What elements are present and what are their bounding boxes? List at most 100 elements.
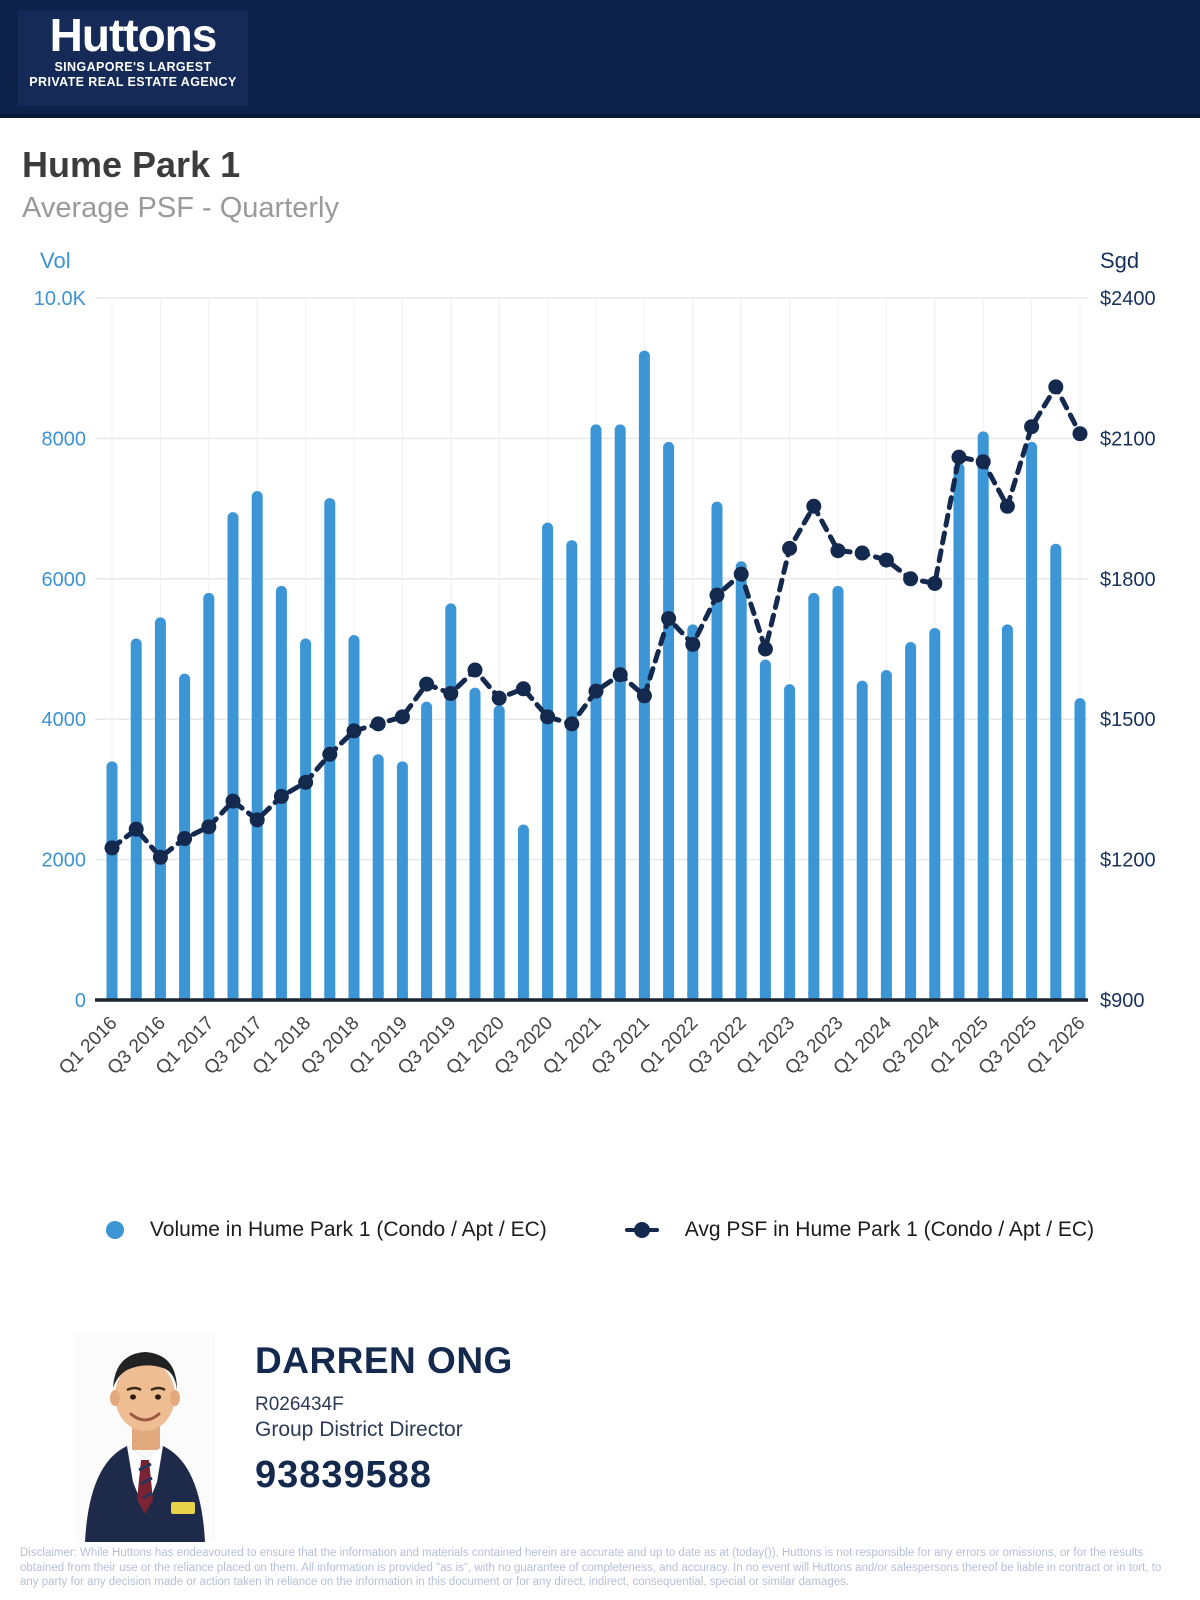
bar-Q4 2020[interactable] (566, 540, 578, 1000)
bar-Q2 2016[interactable] (130, 638, 142, 1000)
right-axis-tick: $900 (1100, 990, 1145, 1012)
psf-point-Q3 2017[interactable] (249, 812, 265, 828)
bar-base-Q4 2016 (179, 992, 191, 1000)
psf-point-Q4 2021[interactable] (661, 611, 677, 627)
bar-Q3 2025[interactable] (1026, 441, 1038, 1000)
bar-Q3 2020[interactable] (542, 522, 554, 1000)
bar-Q2 2022[interactable] (711, 501, 723, 1000)
psf-point-Q1 2017[interactable] (201, 819, 217, 835)
bar-Q1 2026[interactable] (1074, 698, 1086, 1000)
psf-point-Q4 2022[interactable] (757, 641, 773, 657)
bar-Q4 2024[interactable] (953, 462, 965, 1001)
bar-Q1 2022[interactable] (687, 624, 699, 1000)
agent-name: DARREN ONG (255, 1340, 513, 1381)
psf-point-Q4 2025[interactable] (1048, 379, 1064, 395)
agent-role: Group District Director (255, 1418, 463, 1441)
bar-Q1 2020[interactable] (493, 705, 505, 1000)
bar-base-Q1 2018 (300, 992, 312, 1000)
bar-Q3 2018[interactable] (348, 634, 360, 1000)
psf-point-Q4 2019[interactable] (467, 662, 483, 678)
bar-base-Q2 2018 (324, 992, 336, 1000)
bar-Q4 2022[interactable] (759, 659, 771, 1000)
psf-point-Q4 2024[interactable] (951, 449, 967, 465)
psf-point-Q3 2018[interactable] (346, 723, 362, 739)
bar-Q1 2018[interactable] (300, 638, 312, 1000)
bar-Q3 2022[interactable] (735, 561, 747, 1000)
bar-Q2 2021[interactable] (614, 424, 626, 1000)
bar-Q1 2025[interactable] (977, 431, 989, 1000)
bar-Q4 2019[interactable] (469, 687, 481, 1000)
psf-point-Q1 2019[interactable] (394, 709, 410, 725)
psf-point-Q4 2016[interactable] (177, 831, 193, 847)
agent-phone[interactable]: 93839588 (255, 1454, 433, 1496)
psf-point-Q1 2024[interactable] (878, 552, 894, 568)
legend-item-volume[interactable]: Volume in Hume Park 1 (Condo / Apt / EC) (105, 1218, 547, 1242)
bar-Q2 2023[interactable] (808, 592, 820, 1000)
bar-Q1 2024[interactable] (880, 670, 892, 1000)
bar-base-Q1 2016 (106, 992, 118, 1000)
psf-point-Q1 2020[interactable] (491, 690, 507, 706)
psf-point-Q1 2018[interactable] (298, 774, 314, 790)
psf-point-Q4 2020[interactable] (564, 716, 580, 732)
bar-base-Q2 2024 (905, 992, 917, 1000)
psf-point-Q3 2022[interactable] (733, 566, 749, 582)
psf-point-Q2 2023[interactable] (806, 498, 822, 514)
psf-point-Q2 2016[interactable] (128, 821, 144, 837)
bar-Q3 2024[interactable] (929, 627, 941, 1000)
psf-point-Q2 2021[interactable] (612, 667, 628, 683)
bar-base-Q2 2023 (808, 992, 820, 1000)
psf-point-Q3 2016[interactable] (152, 849, 168, 865)
psf-point-Q2 2025[interactable] (999, 498, 1015, 514)
volume-legend-marker-icon (105, 1221, 124, 1239)
psf-point-Q1 2022[interactable] (685, 636, 701, 652)
psf-point-Q1 2026[interactable] (1072, 426, 1088, 442)
volume-legend-label: Volume in Hume Park 1 (Condo / Apt / EC) (149, 1218, 547, 1241)
psf-point-Q2 2018[interactable] (322, 746, 338, 762)
bar-Q4 2021[interactable] (663, 441, 675, 1000)
psf-point-Q1 2021[interactable] (588, 683, 604, 699)
psf-point-Q3 2024[interactable] (927, 575, 943, 591)
bar-base-Q3 2021 (638, 992, 650, 1000)
psf-point-Q3 2021[interactable] (636, 688, 652, 704)
bar-Q3 2023[interactable] (832, 585, 844, 1000)
bar-Q2 2017[interactable] (227, 512, 239, 1000)
bar-Q2 2025[interactable] (1001, 624, 1013, 1000)
bar-Q3 2021[interactable] (638, 350, 650, 1000)
bar-Q3 2017[interactable] (251, 491, 263, 1000)
psf-point-Q3 2019[interactable] (443, 685, 459, 701)
psf-point-Q2 2017[interactable] (225, 793, 241, 809)
psf-point-Q4 2018[interactable] (370, 716, 386, 732)
bar-Q2 2020[interactable] (517, 824, 529, 1001)
psf-point-Q3 2025[interactable] (1024, 419, 1040, 435)
bar-Q4 2018[interactable] (372, 754, 384, 1000)
psf-point-Q4 2023[interactable] (854, 545, 870, 561)
psf-point-Q1 2023[interactable] (782, 540, 798, 556)
legend-item-psf[interactable]: Avg PSF in Hume Park 1 (Condo / Apt / EC… (624, 1218, 1095, 1242)
bar-Q1 2023[interactable] (784, 684, 796, 1000)
page-title: Hume Park 1 (22, 144, 241, 185)
psf-point-Q4 2017[interactable] (273, 788, 289, 804)
psf-point-Q3 2023[interactable] (830, 543, 846, 559)
bar-Q1 2017[interactable] (203, 592, 215, 1000)
bar-base-Q2 2025 (1001, 992, 1013, 1000)
bar-Q2 2024[interactable] (905, 641, 917, 1000)
bar-Q4 2025[interactable] (1050, 543, 1062, 1000)
psf-point-Q2 2024[interactable] (903, 571, 919, 587)
bar-Q1 2019[interactable] (396, 761, 408, 1000)
logo-tagline-line1: SINGAPORE'S LARGEST (54, 60, 212, 74)
psf-point-Q2 2022[interactable] (709, 587, 725, 603)
psf-point-Q3 2020[interactable] (540, 709, 556, 725)
bar-Q1 2016[interactable] (106, 761, 118, 1000)
psf-legend-label: Avg PSF in Hume Park 1 (Condo / Apt / EC… (684, 1218, 1095, 1241)
bar-Q2 2019[interactable] (421, 701, 433, 1000)
bar-Q3 2019[interactable] (445, 603, 457, 1000)
bar-Q4 2023[interactable] (856, 680, 868, 1000)
psf-point-Q2 2020[interactable] (515, 681, 531, 697)
psf-point-Q1 2016[interactable] (104, 840, 120, 856)
psf-point-Q2 2019[interactable] (419, 676, 435, 692)
bar-Q3 2016[interactable] (154, 617, 166, 1000)
bar-Q1 2021[interactable] (590, 424, 602, 1000)
chart-canvas[interactable]: 10.0K 8000 6000 4000 2000 0 $2400 $2100 $1800 $15… (0, 240, 1200, 1120)
psf-point-Q1 2025[interactable] (975, 454, 991, 470)
